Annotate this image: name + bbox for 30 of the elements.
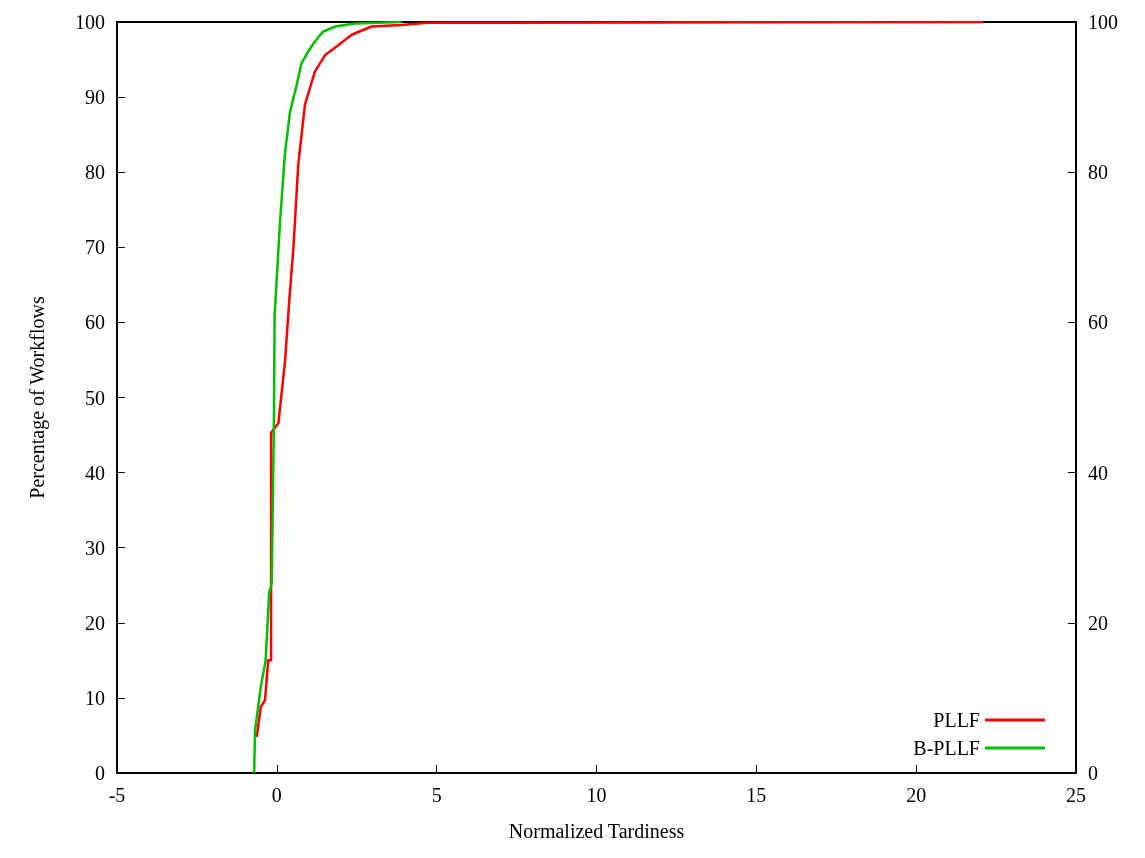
y2-tick-label: 80 xyxy=(1088,161,1108,184)
line-series xyxy=(252,20,403,775)
y-tick-label: 80 xyxy=(85,161,105,184)
y-tick-label: 30 xyxy=(85,536,105,559)
line-series xyxy=(255,20,985,739)
x-tick-label: 0 xyxy=(271,784,282,806)
y-tick-label: 70 xyxy=(85,236,105,259)
y-tick-label: 0 xyxy=(95,762,105,784)
x-tick-label: 25 xyxy=(1066,784,1086,806)
x-tick-label: 20 xyxy=(906,784,927,806)
legend-label: B-PLLF xyxy=(913,737,980,759)
y-tick-label: 50 xyxy=(85,386,105,409)
y2-tick-label: 20 xyxy=(1088,611,1108,634)
y-axis-title: Percentage of Workflows xyxy=(26,296,49,499)
x-axis-title: Normalized Tardiness xyxy=(508,820,685,842)
x-tick-label: 15 xyxy=(746,784,767,806)
y2-tick-label: 60 xyxy=(1088,311,1108,334)
y-tick-label: 20 xyxy=(85,611,105,634)
x-tick-label: -5 xyxy=(108,784,126,806)
y2-tick-label: 40 xyxy=(1088,461,1108,484)
y2-tick-label: 100 xyxy=(1088,11,1118,33)
y-tick-label: 40 xyxy=(85,461,105,484)
y-tick-label: 60 xyxy=(85,311,105,334)
x-tick-label: 5 xyxy=(431,784,442,806)
legend-label: PLLF xyxy=(933,709,980,731)
y-tick-label: 100 xyxy=(75,11,105,33)
y-tick-label: 10 xyxy=(85,686,105,709)
y-tick-label: 90 xyxy=(85,86,105,109)
y2-tick-label: 0 xyxy=(1088,762,1098,784)
x-tick-label: 10 xyxy=(586,784,607,806)
